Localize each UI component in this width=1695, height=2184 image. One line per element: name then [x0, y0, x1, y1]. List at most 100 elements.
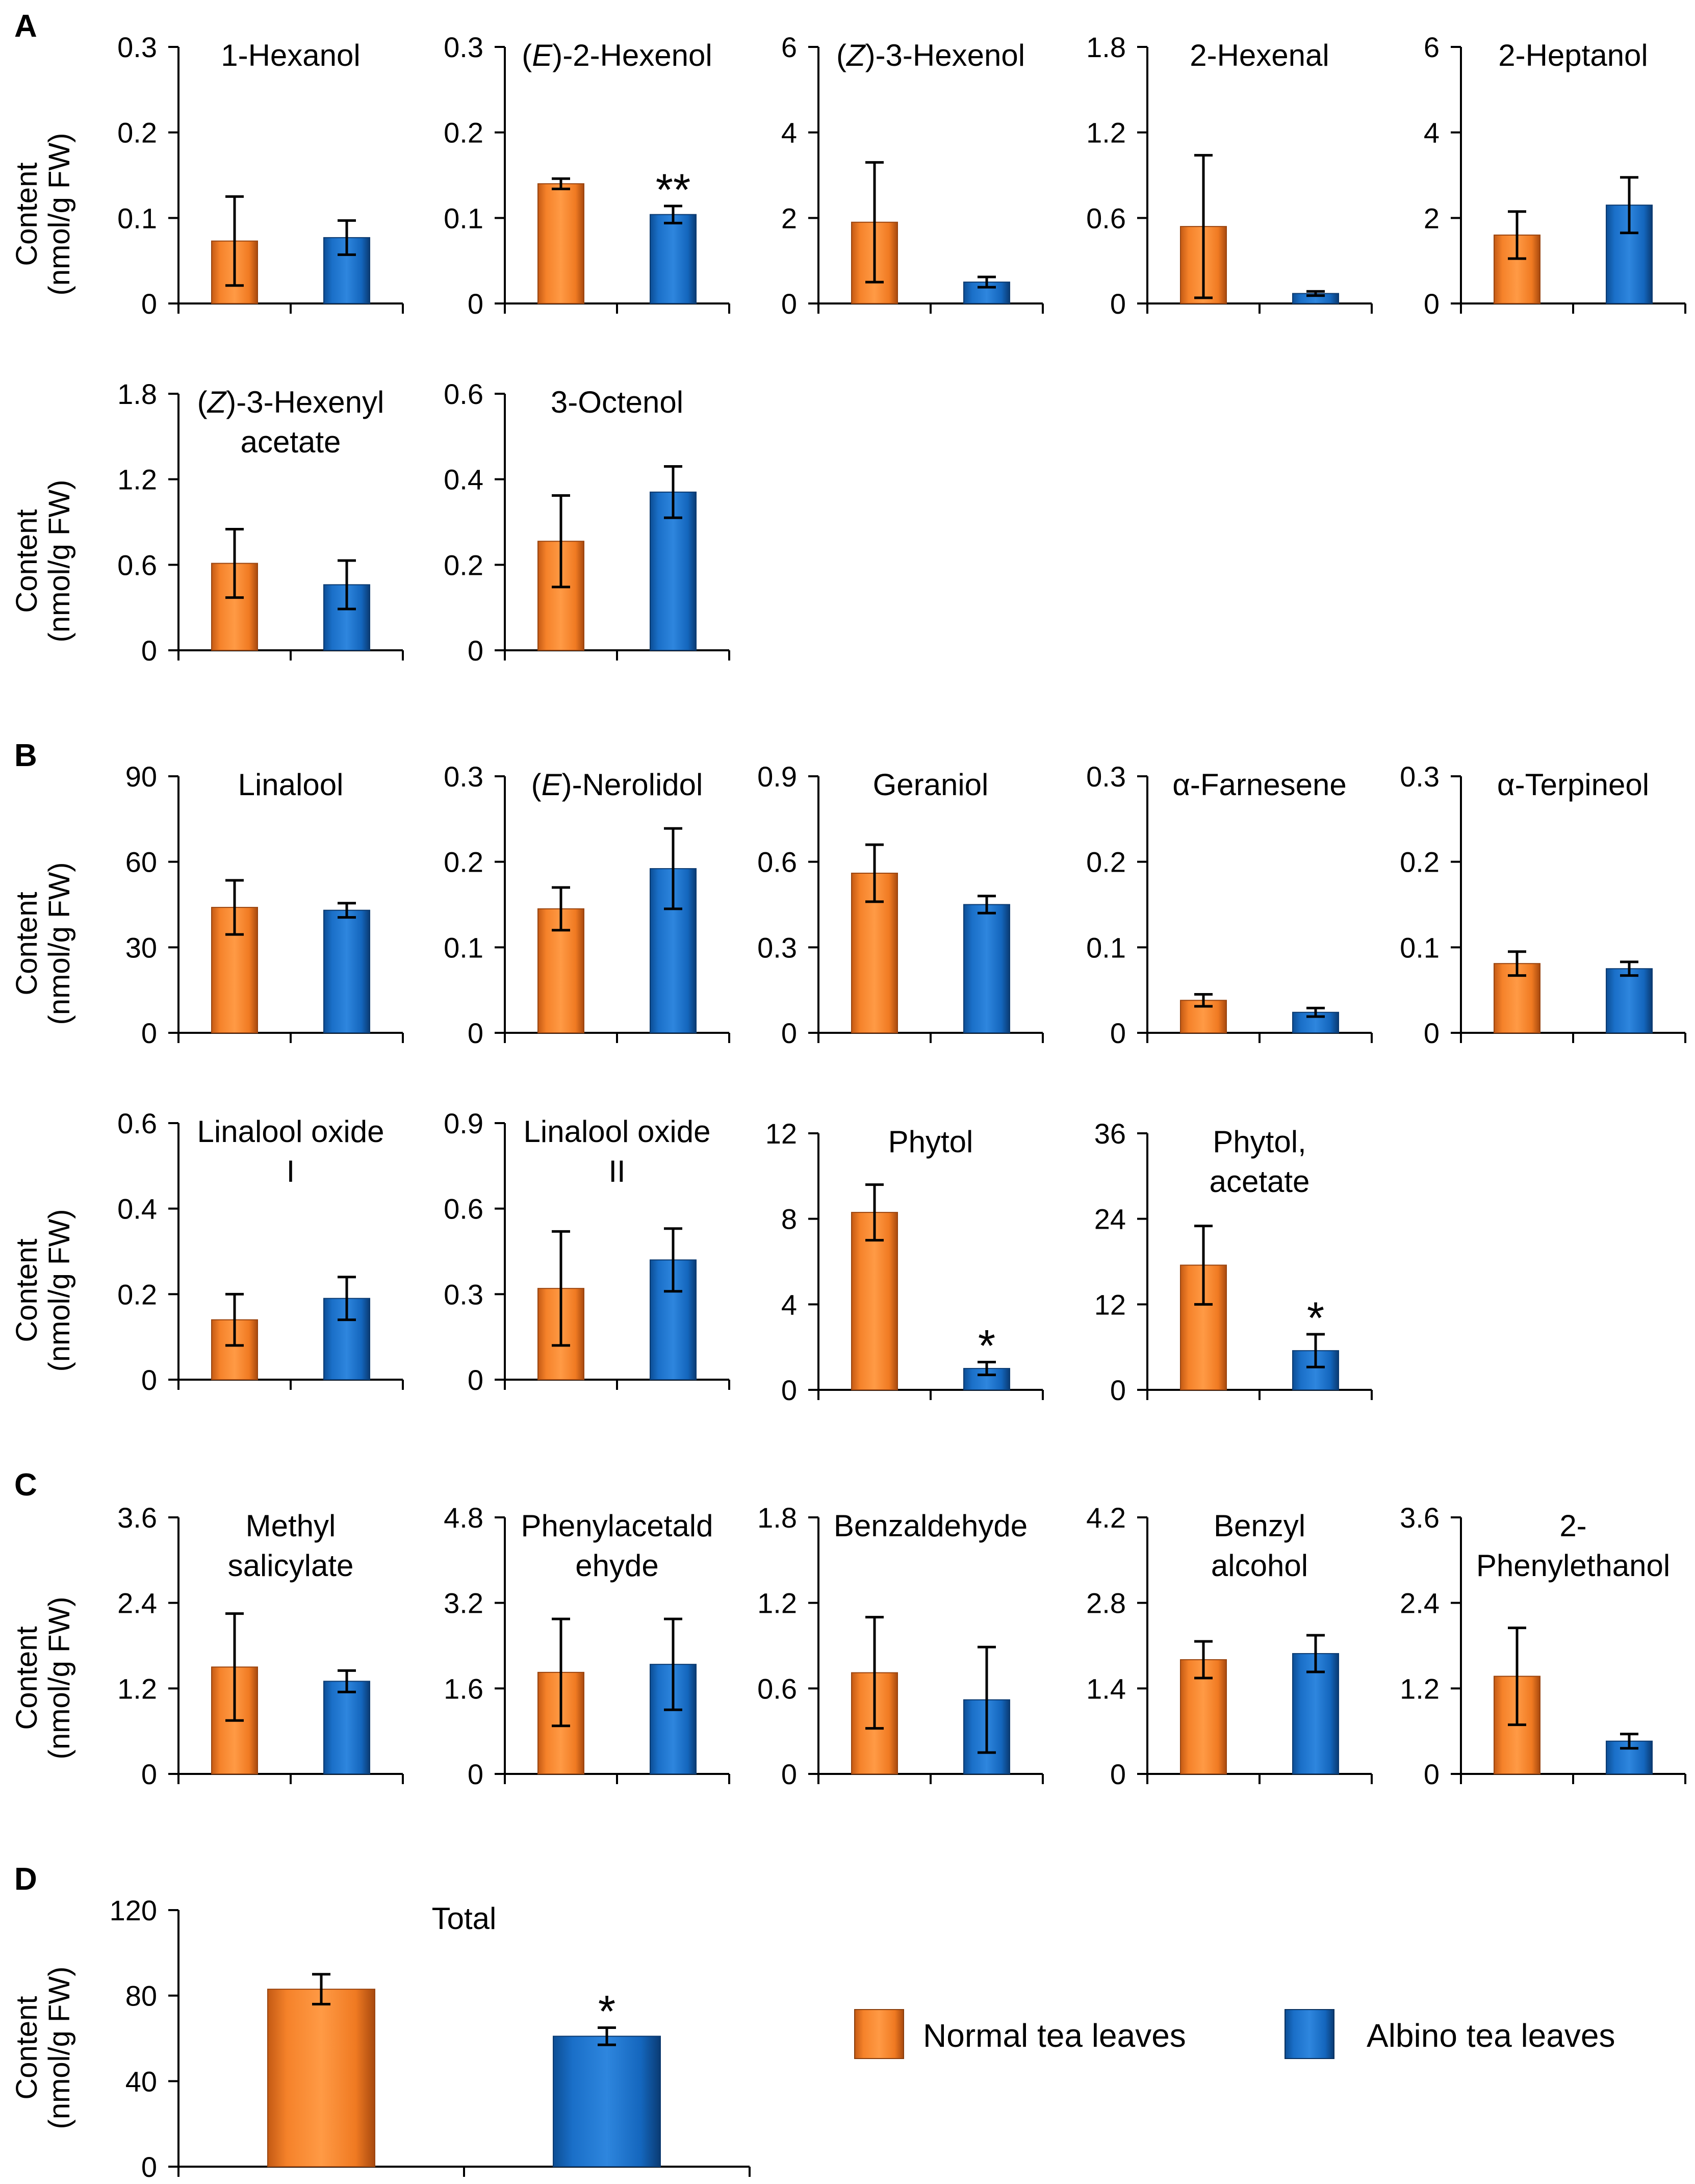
chart-title-part: 2- [1559, 1509, 1586, 1543]
chart-title: α-Terpineol [1497, 768, 1649, 802]
y-tick-label: 0 [1110, 1017, 1126, 1049]
chart-title: 3-Octenol [551, 385, 683, 419]
y-tick-label: 0 [781, 288, 797, 320]
chart-title: (Z)-3-Hexenyl [197, 385, 384, 419]
chart-title-line2: II [608, 1154, 625, 1188]
chart-title: (E)-2-Hexenol [522, 38, 712, 72]
y-tick-label: 0.1 [444, 202, 483, 234]
y-tick-label: 60 [125, 846, 157, 878]
ylabel-row-5: Content (nmol/g FW) [10, 1597, 76, 1760]
y-tick-label: 0 [468, 1758, 483, 1790]
ylabel-line2: (nmol/g FW) [43, 1597, 76, 1760]
y-tick-label: 0 [1110, 1758, 1126, 1790]
y-tick-label: 1.2 [117, 1672, 157, 1705]
y-tick-label: 0 [468, 1017, 483, 1049]
bar-albino [323, 909, 370, 1033]
chart-title-part: Benzaldehyde [834, 1509, 1028, 1543]
y-tick-label: 0.1 [1400, 931, 1440, 963]
chart-title-line2: alcohol [1211, 1548, 1308, 1583]
y-tick-label: 3.6 [117, 1502, 157, 1534]
y-tick-label: 0.4 [117, 1193, 157, 1225]
bar-albino [323, 1681, 370, 1774]
y-tick-label: 0 [141, 1017, 157, 1049]
chart-5: 0 2 4 6 2-Heptanol [1424, 31, 1686, 320]
y-tick-label: 0.3 [444, 1278, 483, 1310]
chart-6: 0 0.6 1.2 1.8 (Z)-3-Hexenyl acetate [117, 378, 404, 667]
chart-3: 0 2 4 6 (Z)-3-Hexenol [781, 31, 1044, 320]
y-tick-label: 1.2 [757, 1587, 797, 1619]
y-tick-label: 0.6 [117, 549, 157, 581]
y-tick-label: 4.8 [444, 1502, 483, 1534]
y-tick-label: 0.9 [757, 760, 797, 793]
panel-letter-d: D [14, 1862, 37, 1897]
y-tick-label: 80 [125, 1980, 157, 2012]
y-tick-label: 0 [468, 634, 483, 667]
y-tick-label: 1.8 [117, 378, 157, 410]
bar-normal [851, 1212, 898, 1390]
chart-title: Total [432, 1901, 497, 1936]
chart-title-line2: acetate [1210, 1164, 1310, 1199]
ylabel-line1: Content [10, 892, 43, 995]
chart-title: Linalool oxide [197, 1114, 384, 1149]
ylabel-line1: Content [10, 1626, 43, 1730]
significance-mark: * [978, 1320, 995, 1371]
y-tick-label: 36 [1094, 1118, 1126, 1150]
chart-title-part: ( [836, 38, 846, 72]
ylabel-row-4: Content (nmol/g FW) [10, 1209, 76, 1372]
ylabel-line1: Content [10, 1996, 43, 2099]
ylabel-row-6: Content (nmol/g FW) [10, 1967, 76, 2129]
chart-title-part: Linalool [238, 768, 344, 802]
y-tick-label: 0.6 [1086, 202, 1126, 234]
chart-title: Methyl [246, 1509, 336, 1543]
ylabel-line2: (nmol/g FW) [43, 1967, 76, 2129]
chart-title-part: 2-Hexenal [1190, 38, 1329, 72]
y-tick-label: 0 [1424, 288, 1440, 320]
y-tick-label: 0.3 [444, 31, 483, 63]
y-tick-label: 1.2 [117, 464, 157, 496]
chart-title: Phytol, [1213, 1125, 1306, 1159]
significance-mark: * [598, 1986, 615, 2037]
significance-mark: ** [656, 164, 691, 215]
bar-normal [537, 183, 584, 304]
y-tick-label: 0 [1110, 288, 1126, 320]
y-tick-label: 0 [468, 288, 483, 320]
y-tick-label: 0.6 [117, 1107, 157, 1139]
y-tick-label: 0 [141, 1364, 157, 1396]
chart-title-line2: acetate [241, 425, 341, 459]
y-tick-label: 12 [1094, 1288, 1126, 1320]
y-tick-label: 4 [1424, 117, 1440, 149]
y-tick-label: 0.3 [444, 760, 483, 793]
y-tick-label: 0.2 [117, 1278, 157, 1310]
y-tick-label: 0 [141, 634, 157, 667]
chart-18: 0 1.6 3.2 4.8 Phenylacetald ehyde [444, 1502, 730, 1790]
legend-swatch-normal [854, 2009, 904, 2059]
y-tick-label: 1.2 [1086, 117, 1126, 149]
chart-title-line2: ehyde [575, 1548, 658, 1583]
chart-title: (E)-Nerolidol [531, 768, 703, 802]
chart-title: Geraniol [873, 768, 989, 802]
chart-title-part: 1-Hexanol [221, 38, 361, 72]
y-tick-label: 1.6 [444, 1672, 483, 1705]
chart-title-part: )-3-Hexenyl [226, 385, 384, 419]
chart-4: 0 0.6 1.2 1.8 2-Hexenal [1086, 31, 1373, 320]
chart-title-part: Geraniol [873, 768, 989, 802]
y-tick-label: 1.2 [1400, 1672, 1440, 1705]
panel-letter-a: A [14, 9, 37, 44]
y-tick-label: 0.2 [444, 117, 483, 149]
y-tick-label: 1.8 [757, 1502, 797, 1534]
y-tick-label: 0.1 [444, 931, 483, 963]
y-tick-label: 0 [1110, 1374, 1126, 1406]
chart-title-part: Methyl [246, 1509, 336, 1543]
y-tick-label: 24 [1094, 1203, 1126, 1235]
y-tick-label: 30 [125, 931, 157, 963]
y-tick-label: 2.4 [117, 1587, 157, 1619]
chart-title-part: Z [207, 385, 227, 419]
ylabel-line2: (nmol/g FW) [43, 133, 76, 296]
y-tick-label: 0 [781, 1758, 797, 1790]
significance-mark: * [1307, 1292, 1324, 1343]
y-tick-label: 0.9 [444, 1107, 483, 1139]
ylabel-row-2: Content (nmol/g FW) [10, 480, 76, 643]
chart-title-part: ( [522, 38, 532, 72]
y-tick-label: 4 [781, 1288, 797, 1320]
y-tick-label: 0 [781, 1374, 797, 1406]
